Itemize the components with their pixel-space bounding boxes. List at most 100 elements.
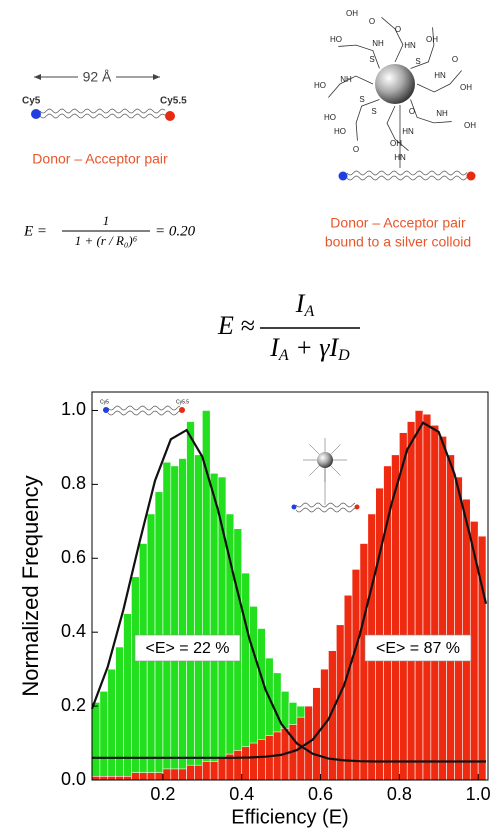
- bar: [108, 776, 116, 780]
- donor-dot: [103, 407, 109, 413]
- bond: [309, 466, 319, 476]
- formula-denominator: 1 + (r / R₀)⁶: [75, 233, 138, 248]
- annotation: <E> = 87 %: [376, 640, 460, 657]
- bar: [336, 625, 344, 780]
- bar: [116, 647, 124, 780]
- strand: [296, 503, 355, 507]
- bar: [202, 762, 210, 780]
- bar: [234, 750, 242, 780]
- y-axis-label: Normalized Frequency: [18, 475, 43, 696]
- bar: [92, 702, 100, 780]
- bar: [155, 773, 163, 780]
- atom-label: S: [371, 107, 376, 116]
- figure: 92 Å Cy5 Cy5.5 Donor – Acceptor pair E =…: [0, 0, 492, 835]
- bar: [376, 488, 384, 780]
- subscript: A: [278, 347, 289, 364]
- pair-caption: Donor – Acceptor pair: [32, 151, 168, 167]
- atom-label: OH: [346, 9, 358, 18]
- colloid-caption: bound to a silver colloid: [325, 234, 471, 250]
- bar: [455, 477, 463, 780]
- bar: [423, 414, 431, 780]
- bond: [381, 17, 402, 62]
- bar: [187, 765, 195, 780]
- atom-label: NH: [340, 75, 352, 84]
- bond: [356, 100, 379, 141]
- strand: [108, 406, 180, 410]
- bar: [344, 595, 352, 780]
- bar: [124, 776, 132, 780]
- bar: [242, 747, 250, 780]
- operator: + γ: [289, 333, 331, 362]
- atom-label: O: [395, 25, 401, 34]
- bar: [139, 544, 147, 780]
- acceptor-dot: [165, 111, 175, 121]
- y-tick-label: 0.6: [61, 547, 86, 567]
- bar: [139, 773, 147, 780]
- atom-label: S: [369, 55, 374, 64]
- atom-label: OH: [464, 121, 476, 130]
- bar: [187, 422, 195, 780]
- formula-lhs: E =: [23, 223, 47, 239]
- strand: [296, 508, 355, 512]
- atom-label: HO: [330, 35, 342, 44]
- bond: [331, 466, 341, 476]
- bar: [439, 436, 447, 780]
- bar: [171, 769, 179, 780]
- strand: [40, 114, 165, 118]
- formula-rhs: = 0.20: [155, 223, 196, 239]
- x-tick-label: 0.2: [150, 784, 175, 804]
- bar: [171, 466, 179, 780]
- annotation: <E> = 22 %: [145, 640, 229, 657]
- atom-label: S: [359, 95, 364, 104]
- dna-strand: [40, 109, 165, 118]
- bar: [124, 614, 132, 780]
- bar: [447, 455, 455, 780]
- bar: [257, 739, 265, 780]
- y-tick-label: 0.2: [61, 695, 86, 715]
- atom-label: OH: [426, 35, 438, 44]
- silver-colloid: [375, 64, 415, 104]
- formula-numerator: IA: [295, 289, 315, 320]
- subscript: D: [337, 347, 350, 364]
- atom-label: O: [409, 107, 415, 116]
- atom-label: HN: [434, 71, 446, 80]
- atom-label: O: [353, 145, 359, 154]
- bar: [131, 773, 139, 780]
- atom-label: HO: [334, 127, 346, 136]
- bar: [194, 455, 202, 780]
- bar: [415, 410, 423, 780]
- silver-colloid: [317, 452, 333, 468]
- x-tick-label: 0.8: [387, 784, 412, 804]
- y-tick-label: 0.4: [61, 621, 86, 641]
- formula-lhs: E ≈: [217, 311, 255, 340]
- atom-label: O: [452, 55, 458, 64]
- inset-label: Cy5: [100, 399, 109, 405]
- free-pair-diagram: 92 Å Cy5 Cy5.5 Donor – Acceptor pair E =…: [22, 68, 196, 248]
- bar: [179, 459, 187, 780]
- donor-dot: [339, 172, 348, 181]
- bond: [331, 444, 341, 454]
- bar: [265, 736, 273, 780]
- bar: [100, 776, 108, 780]
- bar: [399, 433, 407, 780]
- atom-label: NH: [372, 39, 384, 48]
- bar: [218, 758, 226, 780]
- donor-label: Cy5: [22, 96, 41, 107]
- strand: [108, 411, 180, 415]
- atom-label: NH: [436, 109, 448, 118]
- bar: [210, 762, 218, 780]
- bar: [202, 410, 210, 780]
- bar: [147, 773, 155, 780]
- x-tick-label: 0.6: [308, 784, 333, 804]
- bar: [210, 473, 218, 780]
- x-tick-label: 0.4: [229, 784, 254, 804]
- bar: [92, 776, 100, 780]
- bar: [431, 425, 439, 780]
- atom-label: O: [369, 17, 375, 26]
- bar: [163, 769, 171, 780]
- bar: [116, 776, 124, 780]
- atom-label: S: [415, 57, 420, 66]
- strand: [40, 109, 165, 113]
- strand: [347, 171, 467, 175]
- inset-label: Cy5.5: [176, 399, 189, 405]
